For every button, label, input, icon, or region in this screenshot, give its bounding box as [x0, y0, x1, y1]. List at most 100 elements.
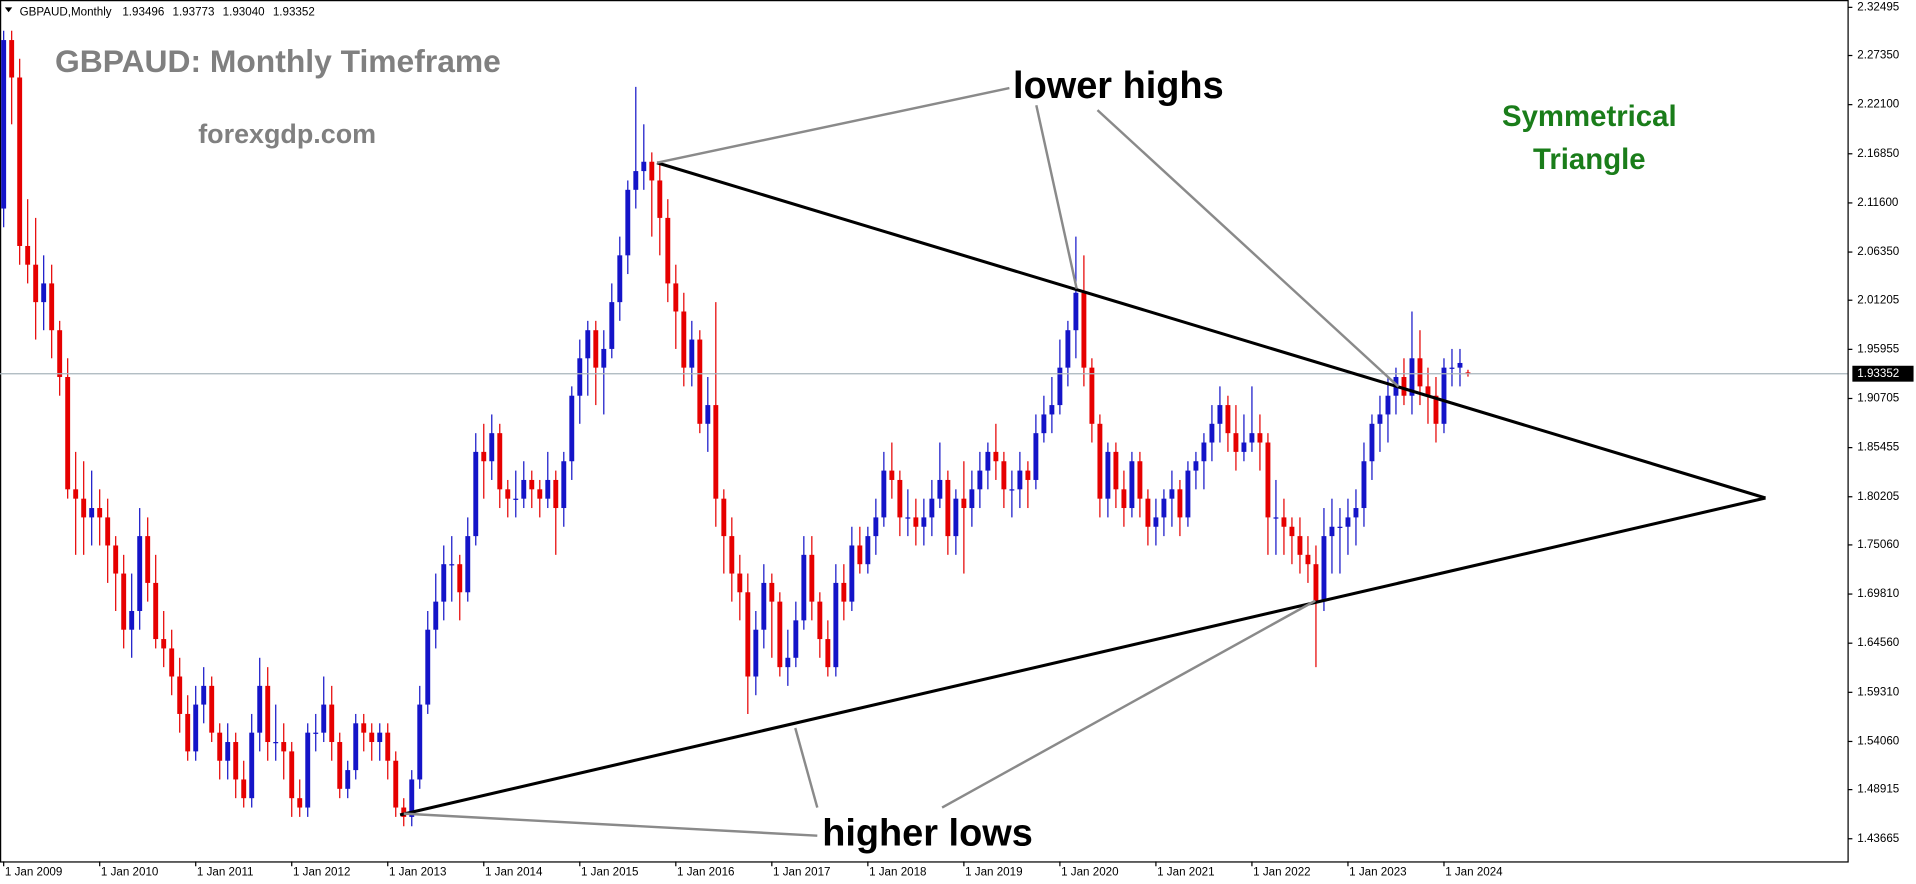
pattern-label: Symmetrical	[1502, 100, 1677, 133]
candle-body	[721, 498, 727, 537]
candle-body	[609, 302, 615, 349]
candle-body	[1441, 367, 1447, 424]
candle-body	[1081, 292, 1087, 368]
pointer-line	[941, 599, 1316, 809]
candle-body	[681, 311, 687, 368]
candle-body	[1137, 461, 1143, 499]
candle-body	[601, 348, 607, 368]
candle-body	[849, 545, 855, 602]
upper-trend-line	[656, 161, 1766, 500]
candle-body	[1105, 451, 1111, 499]
candle-body	[169, 648, 175, 677]
y-tick-label: 1.59310	[1857, 685, 1899, 698]
candle-body	[177, 676, 183, 714]
candle-body	[473, 451, 479, 537]
candle-body	[1281, 517, 1287, 527]
candle-body	[1385, 395, 1391, 415]
candle-body	[1049, 405, 1055, 415]
y-tick-label: 2.01205	[1857, 293, 1899, 306]
y-tick-label: 2.22100	[1857, 98, 1899, 111]
pointer-line	[1035, 104, 1078, 290]
candle-body	[689, 339, 695, 368]
menu-arrow[interactable]	[4, 7, 13, 13]
candle-body	[1089, 367, 1095, 424]
candle-body	[33, 264, 39, 303]
candle-body	[545, 479, 551, 499]
candle-body	[537, 489, 543, 499]
y-tick-label: 1.75060	[1857, 538, 1899, 551]
candle-body	[865, 536, 871, 565]
x-tick-label: 1 Jan 2011	[197, 865, 254, 878]
candle-body	[1169, 489, 1175, 499]
y-tick-label: 2.06350	[1857, 245, 1899, 258]
candle-body	[313, 732, 319, 734]
candle-body	[25, 245, 31, 265]
candle-body	[1209, 423, 1215, 443]
candle-body	[1065, 330, 1071, 368]
pointer-lines	[403, 86, 1400, 837]
candle-body	[649, 161, 655, 181]
candle-body	[1257, 433, 1263, 443]
candle-body	[833, 582, 839, 668]
candle-body	[81, 498, 87, 518]
y-tick-label: 1.64560	[1857, 636, 1899, 649]
x-tick-label: 1 Jan 2016	[677, 865, 734, 878]
candle-body	[225, 742, 231, 761]
candle-body	[1073, 292, 1079, 331]
candle-body	[489, 433, 495, 462]
candle-body	[369, 732, 375, 743]
candle-body	[137, 536, 143, 611]
candle-body	[953, 498, 959, 537]
candle-body	[553, 479, 559, 509]
candle-body	[761, 582, 767, 630]
candle-body	[641, 161, 647, 172]
candle-body	[801, 554, 807, 621]
chart-title: GBPAUD: Monthly Timeframe	[55, 43, 501, 79]
candle-body	[793, 620, 799, 658]
lower-annotation: higher lows	[822, 812, 1033, 854]
candle-body	[249, 732, 255, 799]
y-tick-label: 1.54060	[1857, 735, 1899, 748]
candle-body	[345, 770, 351, 789]
candle-body	[1097, 423, 1103, 499]
candle-body	[193, 704, 199, 752]
pointer-line	[1096, 109, 1400, 388]
x-tick-label: 1 Jan 2024	[1445, 865, 1503, 878]
candle-body	[937, 479, 943, 499]
candle-body	[897, 479, 903, 518]
candle-body	[1177, 489, 1183, 518]
candle-body	[841, 582, 847, 602]
candle-body	[857, 545, 863, 565]
x-tick-label: 1 Jan 2020	[1061, 865, 1118, 878]
candle-body	[1417, 358, 1423, 387]
y-tick-label: 1.90705	[1857, 392, 1899, 405]
x-tick-label: 1 Jan 2014	[485, 865, 543, 878]
candle-body	[1273, 517, 1279, 519]
candle-body	[297, 798, 303, 808]
candle-body	[97, 508, 103, 518]
y-tick-label: 2.27350	[1857, 49, 1899, 62]
candle-body	[1297, 536, 1303, 555]
candle-body	[1121, 489, 1127, 509]
candle-body	[1161, 498, 1167, 518]
upper-annotation: lower highs	[1013, 65, 1224, 107]
candle-body	[377, 732, 383, 743]
candle-body	[1433, 395, 1439, 424]
y-tick-label: 1.80205	[1857, 490, 1899, 503]
x-tick-label: 1 Jan 2017	[773, 865, 830, 878]
candle-body	[1345, 517, 1351, 527]
candle-body	[265, 685, 271, 743]
candle-body	[825, 639, 831, 668]
candle-body	[665, 217, 671, 284]
y-tick-label: 1.48915	[1857, 783, 1899, 796]
candle-body	[1153, 517, 1159, 527]
y-tick-label: 2.32495	[1857, 0, 1899, 13]
candle-body	[481, 451, 487, 462]
candle-body	[1329, 526, 1335, 537]
candle-body	[1057, 367, 1063, 406]
x-tick-label: 1 Jan 2019	[965, 865, 1022, 878]
candle-body	[697, 339, 703, 424]
candle-body	[337, 742, 343, 789]
plot-frame	[0, 0, 1849, 863]
